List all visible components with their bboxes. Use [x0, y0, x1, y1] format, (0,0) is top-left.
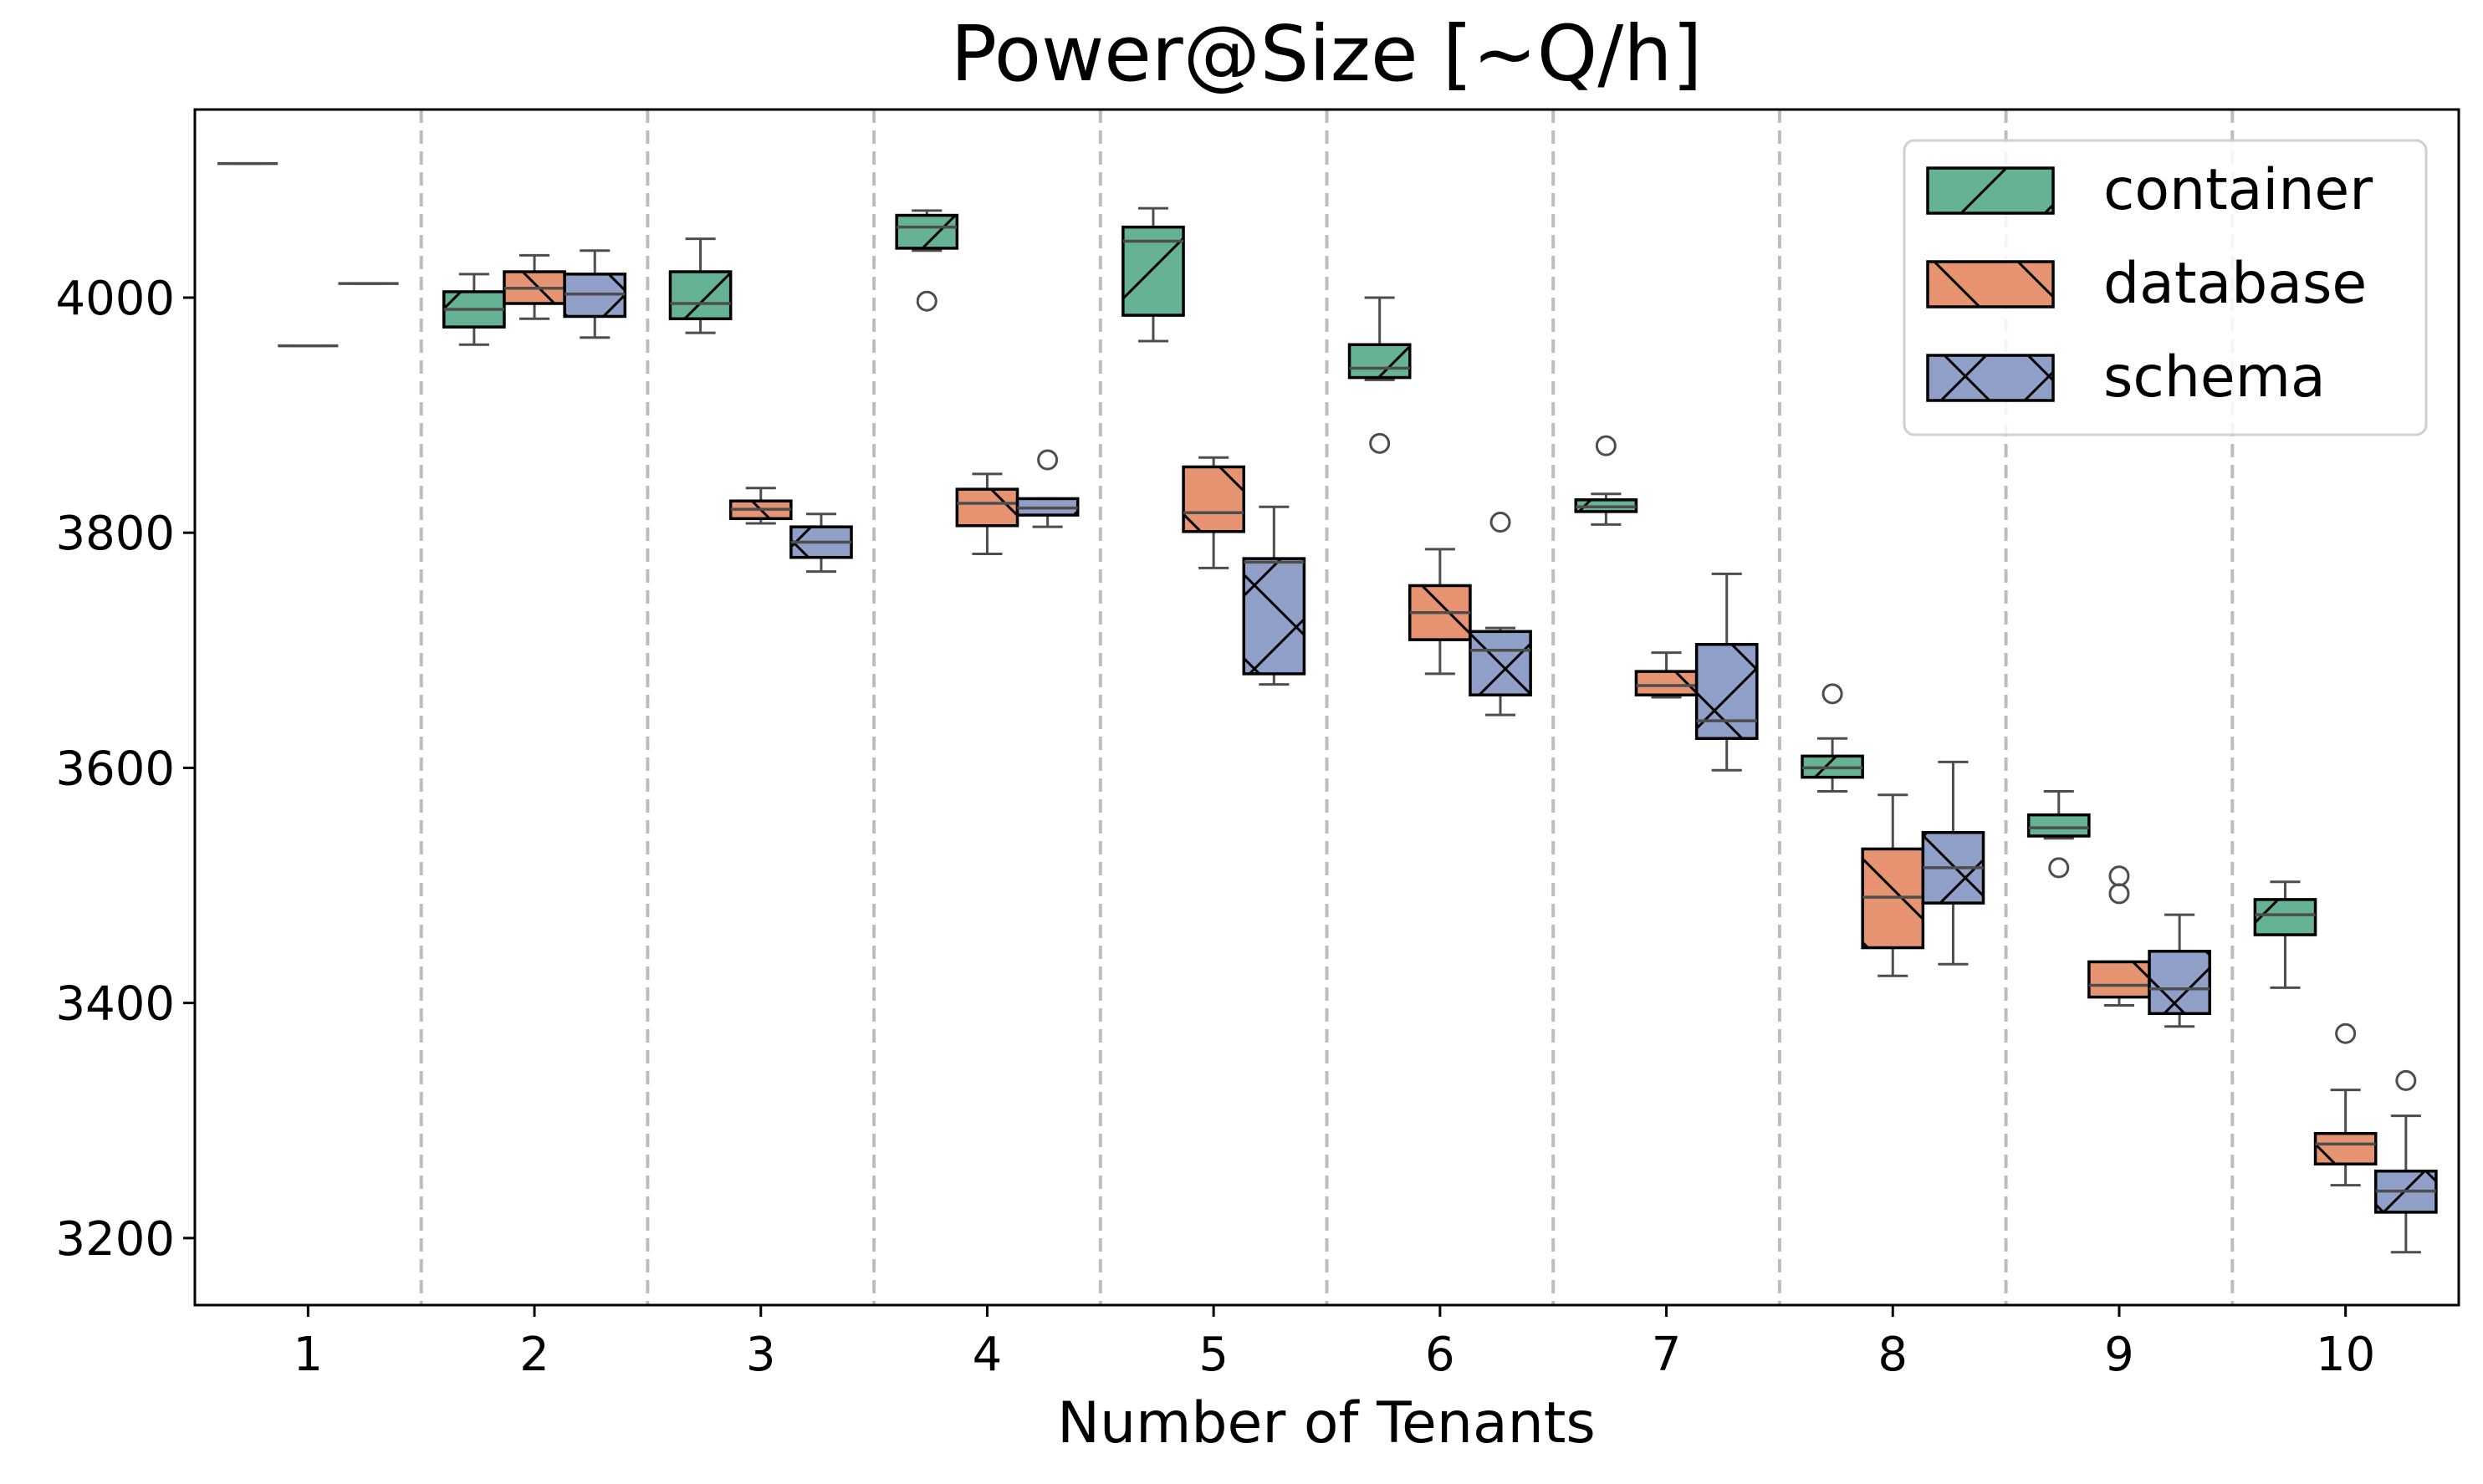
legend-swatch-container	[1926, 166, 2055, 215]
legend-label-database: database	[2103, 251, 2367, 317]
box-container-10	[2253, 880, 2317, 989]
x-tick-label: 5	[1198, 1328, 1229, 1382]
x-tick-label: 3	[746, 1328, 776, 1382]
box-schema-2	[563, 249, 627, 339]
y-tick-label: 3800	[55, 507, 175, 561]
y-tick-label: 3200	[55, 1212, 175, 1267]
outlier-point	[2395, 1069, 2417, 1091]
box-database-10	[2313, 1022, 2378, 1187]
outlier-point	[2048, 857, 2070, 879]
box-database-4	[955, 472, 1019, 556]
box-schema-3	[789, 513, 853, 574]
box-database-7	[1634, 651, 1699, 699]
box-schema-6	[1469, 512, 1532, 717]
legend-swatch-hatch	[1928, 262, 2053, 307]
box-container-9	[2026, 790, 2091, 879]
box-hatch	[670, 272, 731, 319]
box-outline	[895, 213, 959, 250]
legend-swatch-schema	[1926, 354, 2055, 402]
box-hatch	[897, 215, 958, 248]
box-outline	[1121, 225, 1185, 317]
outlier-point	[1489, 512, 1511, 533]
x-tick-label: 1	[294, 1328, 324, 1382]
x-tick-label: 8	[1878, 1328, 1908, 1382]
y-tick-label: 3600	[55, 742, 175, 796]
legend-swatch-outline	[1926, 354, 2055, 402]
outlier-point	[1369, 432, 1391, 454]
x-tick-label: 6	[1425, 1328, 1455, 1382]
y-tick-label: 4000	[55, 272, 175, 326]
x-tick-label: 4	[973, 1328, 1003, 1382]
outlier-point	[1821, 683, 1843, 705]
box-database-3	[728, 487, 793, 525]
box-container-7	[1574, 435, 1638, 526]
box-schema-7	[1694, 572, 1759, 772]
x-tick-label: 2	[519, 1328, 549, 1382]
box-hatch	[1636, 671, 1697, 696]
box-database-9	[2087, 865, 2151, 1007]
outlier-point	[1595, 435, 1617, 456]
outlier-point	[2335, 1022, 2357, 1044]
box-schema-5	[1242, 505, 1306, 686]
box-hatch	[1244, 558, 1305, 674]
x-tick-label: 9	[2104, 1328, 2134, 1382]
y-tick-label: 3400	[55, 977, 175, 1032]
box-outline	[1694, 643, 1759, 741]
box-outline	[1347, 343, 1412, 380]
legend-label-schema: schema	[2103, 344, 2326, 411]
box-outline	[1182, 465, 1245, 533]
box-hatch	[2315, 1133, 2376, 1165]
box-database-8	[1861, 793, 1925, 977]
x-axis-label: Number of Tenants	[1057, 1390, 1596, 1456]
box-hatch	[1469, 631, 1531, 696]
box-schema-9	[2148, 913, 2211, 1028]
box-container-8	[1801, 683, 1864, 793]
outlier-point	[1037, 449, 1059, 471]
box-outline	[1242, 557, 1306, 676]
legend-swatch-hatch	[1928, 355, 2053, 400]
box-hatch	[2255, 899, 2316, 936]
box-container-6	[1347, 296, 1412, 454]
legend: container database schema	[1903, 139, 2428, 436]
box-hatch	[1696, 644, 1757, 739]
legend-swatch-outline	[1926, 166, 2055, 215]
outlier-point	[2108, 865, 2130, 887]
box-outline	[1469, 630, 1532, 696]
box-hatch	[2149, 951, 2210, 1014]
outlier-point	[916, 290, 938, 312]
box-hatch	[1183, 467, 1244, 532]
box-hatch	[957, 489, 1018, 526]
plot-frame	[193, 108, 2460, 1307]
legend-swatch-database	[1926, 260, 2055, 309]
chart-title: Power@Size [~Q/h]	[951, 9, 1703, 99]
box-database-6	[1408, 548, 1472, 676]
box-container-2	[442, 273, 506, 346]
box-hatch	[2028, 814, 2089, 836]
legend-label-container: container	[2103, 157, 2373, 223]
box-container-3	[668, 237, 733, 334]
box-database-2	[503, 253, 566, 320]
box-database-5	[1182, 456, 1245, 569]
legend-swatch-hatch	[1928, 168, 2053, 213]
x-tick-label: 10	[2316, 1328, 2375, 1382]
box-container-5	[1121, 207, 1185, 343]
box-outline	[668, 270, 733, 321]
box-outline	[2148, 950, 2211, 1016]
outlier-point	[2108, 883, 2130, 905]
box-schema-4	[1015, 449, 1080, 528]
box-hatch	[1349, 344, 1410, 378]
box-outline	[2313, 1131, 2378, 1166]
legend-swatch-outline	[1926, 260, 2055, 309]
box-outline	[2026, 813, 2091, 838]
box-schema-8	[1921, 760, 1985, 966]
x-tick-label: 7	[1652, 1328, 1682, 1382]
box-hatch	[2088, 961, 2150, 997]
box-outline	[2253, 898, 2317, 936]
box-container-4	[895, 209, 959, 312]
box-schema-10	[2373, 1069, 2438, 1254]
